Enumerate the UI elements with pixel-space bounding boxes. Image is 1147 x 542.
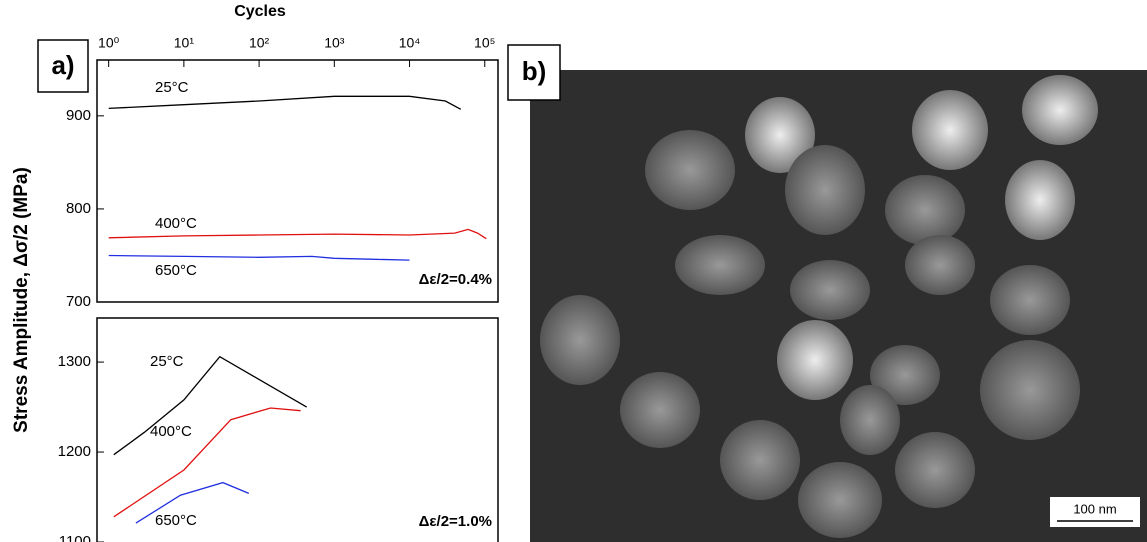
line-series	[113, 355, 308, 456]
line-series	[108, 254, 410, 261]
y-tick-label: 1300	[58, 353, 91, 370]
line-series	[113, 407, 301, 518]
y-tick-label: 900	[66, 107, 91, 124]
line-series	[108, 228, 487, 240]
x-tick-label: 10²	[249, 35, 270, 51]
x-tick-label: 10⁰	[98, 35, 120, 51]
strain-annotation: Δε/2=1.0%	[419, 513, 492, 530]
panel-label-box	[37, 39, 89, 93]
scale-bar-box	[1050, 497, 1140, 527]
scale-bar-label: 100 nm	[1073, 501, 1116, 516]
y-tick-label: 1100	[59, 533, 91, 542]
x-tick-label: 10⁴	[399, 35, 421, 51]
series-label: 400°C	[155, 215, 197, 232]
y-tick-label: 700	[66, 293, 91, 310]
x-tick-label: 10¹	[174, 35, 195, 51]
line-series	[108, 95, 462, 110]
line-series	[135, 481, 250, 524]
series-label: 25°C	[150, 353, 184, 370]
x-axis-label: Cycles	[234, 3, 286, 20]
y-tick-label: 1200	[58, 443, 91, 460]
y-tick-label: 800	[66, 200, 91, 217]
panel-label: b)	[522, 56, 547, 86]
panel-label-box	[507, 44, 561, 101]
micrograph	[530, 70, 1147, 542]
strain-annotation: Δε/2=0.4%	[419, 271, 492, 288]
plot-frame	[96, 59, 499, 303]
series-label: 25°C	[155, 79, 189, 96]
panel-label: a)	[51, 50, 74, 80]
y-axis-label: Stress Amplitude, Δσ/2 (MPa)	[11, 167, 32, 433]
x-tick-label: 10⁵	[474, 35, 495, 51]
x-tick-label: 10³	[324, 35, 345, 51]
plot-frame	[96, 317, 499, 542]
series-label: 650°C	[155, 512, 197, 529]
series-label: 400°C	[150, 423, 192, 440]
series-label: 650°C	[155, 262, 197, 279]
